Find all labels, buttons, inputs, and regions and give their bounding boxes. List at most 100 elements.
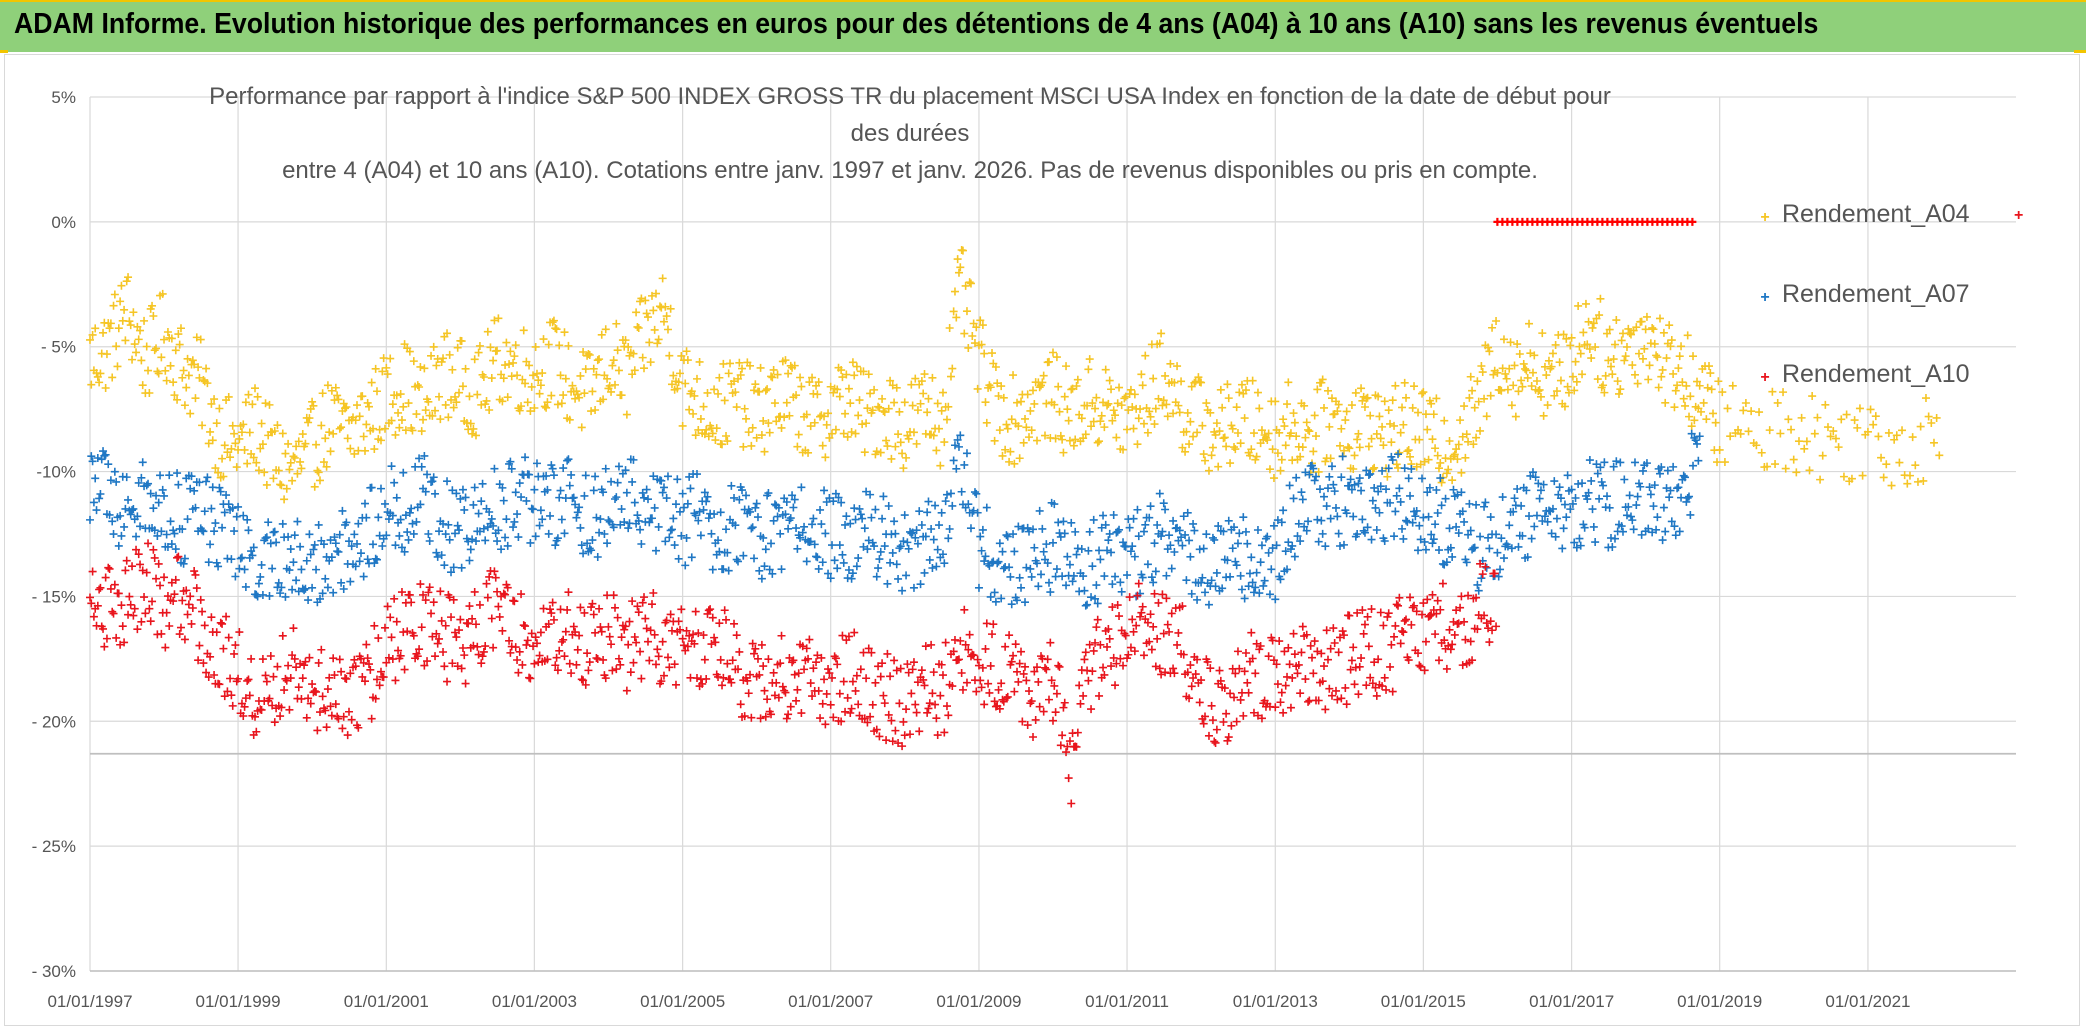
data-point: [1596, 294, 1605, 303]
data-point: [330, 533, 339, 542]
data-point: [248, 400, 257, 409]
data-point: [353, 401, 362, 410]
data-point: [1433, 451, 1442, 460]
data-point: [519, 326, 528, 335]
data-point: [543, 485, 552, 494]
data-point: [404, 535, 413, 544]
data-point: [165, 471, 174, 480]
data-point: [583, 649, 592, 658]
data-point: [1223, 556, 1232, 565]
data-point: [868, 406, 877, 415]
data-point: [1009, 651, 1018, 660]
data-point: [416, 580, 425, 589]
data-point: [170, 590, 179, 599]
data-point: [1005, 457, 1014, 466]
data-point: [906, 730, 915, 739]
data-point: [1255, 589, 1264, 598]
data-point: [1514, 387, 1523, 396]
data-point: [567, 669, 576, 678]
data-point: [1337, 424, 1346, 433]
data-point: [140, 316, 149, 325]
data-point: [239, 420, 248, 429]
data-point: [1589, 522, 1598, 531]
data-point: [670, 660, 679, 669]
data-point: [734, 557, 743, 566]
data-point: [581, 471, 590, 480]
data-point: [592, 513, 601, 522]
data-point: [1472, 500, 1481, 509]
data-point: [1324, 655, 1332, 664]
data-point: [1503, 542, 1512, 551]
data-point: [1703, 383, 1712, 392]
data-point: [513, 371, 522, 380]
data-point: [105, 324, 114, 333]
data-point: [191, 503, 200, 512]
data-point: [915, 507, 924, 516]
data-point: [457, 664, 466, 673]
data-point: [1271, 703, 1280, 712]
data-point: [517, 493, 526, 502]
data-point: [157, 527, 166, 536]
data-point: [856, 510, 865, 519]
data-point: [1304, 697, 1313, 706]
data-point: [911, 374, 920, 383]
data-point: [1400, 616, 1409, 625]
data-point: [1675, 352, 1684, 361]
data-point: [1058, 435, 1067, 444]
data-point: [735, 647, 744, 656]
data-point: [1134, 414, 1143, 423]
data-point: [1480, 611, 1489, 620]
data-point: [974, 583, 983, 592]
data-point: [872, 572, 881, 581]
data-point: [952, 313, 961, 322]
data-point: [293, 517, 302, 526]
data-point: [1054, 661, 1063, 670]
data-point: [810, 418, 819, 427]
data-point: [415, 645, 424, 654]
data-point: [622, 686, 631, 695]
data-point: [514, 668, 523, 677]
data-point: [903, 538, 912, 547]
data-point: [1162, 594, 1171, 603]
data-point: [1143, 618, 1152, 627]
data-point: [855, 504, 864, 513]
data-point: [1167, 609, 1176, 618]
data-point: [1005, 563, 1014, 572]
data-point: [670, 541, 679, 550]
data-point: [288, 585, 297, 594]
data-point: [1126, 643, 1135, 652]
data-point: [1236, 439, 1245, 448]
data-point: [194, 363, 203, 372]
marked-point: [1688, 217, 1697, 226]
data-point: [633, 322, 642, 331]
data-point: [1183, 508, 1192, 517]
data-point: [1713, 458, 1722, 467]
data-point: [278, 429, 287, 438]
data-point: [191, 570, 200, 579]
data-point: [1165, 627, 1174, 636]
data-point: [359, 658, 368, 667]
data-point: [1444, 465, 1453, 474]
data-point: [986, 383, 995, 392]
data-point: [378, 367, 387, 376]
data-point: [1614, 389, 1623, 398]
data-point: [121, 504, 130, 513]
data-point: [973, 655, 982, 664]
data-point: [1286, 429, 1295, 438]
data-point: [1532, 511, 1541, 520]
data-point: [1198, 421, 1207, 430]
data-point: [940, 728, 949, 737]
data-point: [179, 559, 188, 568]
data-point: [1252, 639, 1261, 648]
data-point: [425, 583, 434, 592]
data-point: [821, 453, 830, 462]
data-point: [515, 479, 524, 488]
data-point: [844, 384, 853, 393]
data-point: [591, 628, 600, 637]
data-point: [1427, 530, 1436, 539]
data-point: [1484, 343, 1493, 352]
data-point: [659, 671, 668, 680]
data-point: [1408, 603, 1417, 612]
data-point: [942, 702, 951, 711]
data-point: [931, 700, 940, 709]
